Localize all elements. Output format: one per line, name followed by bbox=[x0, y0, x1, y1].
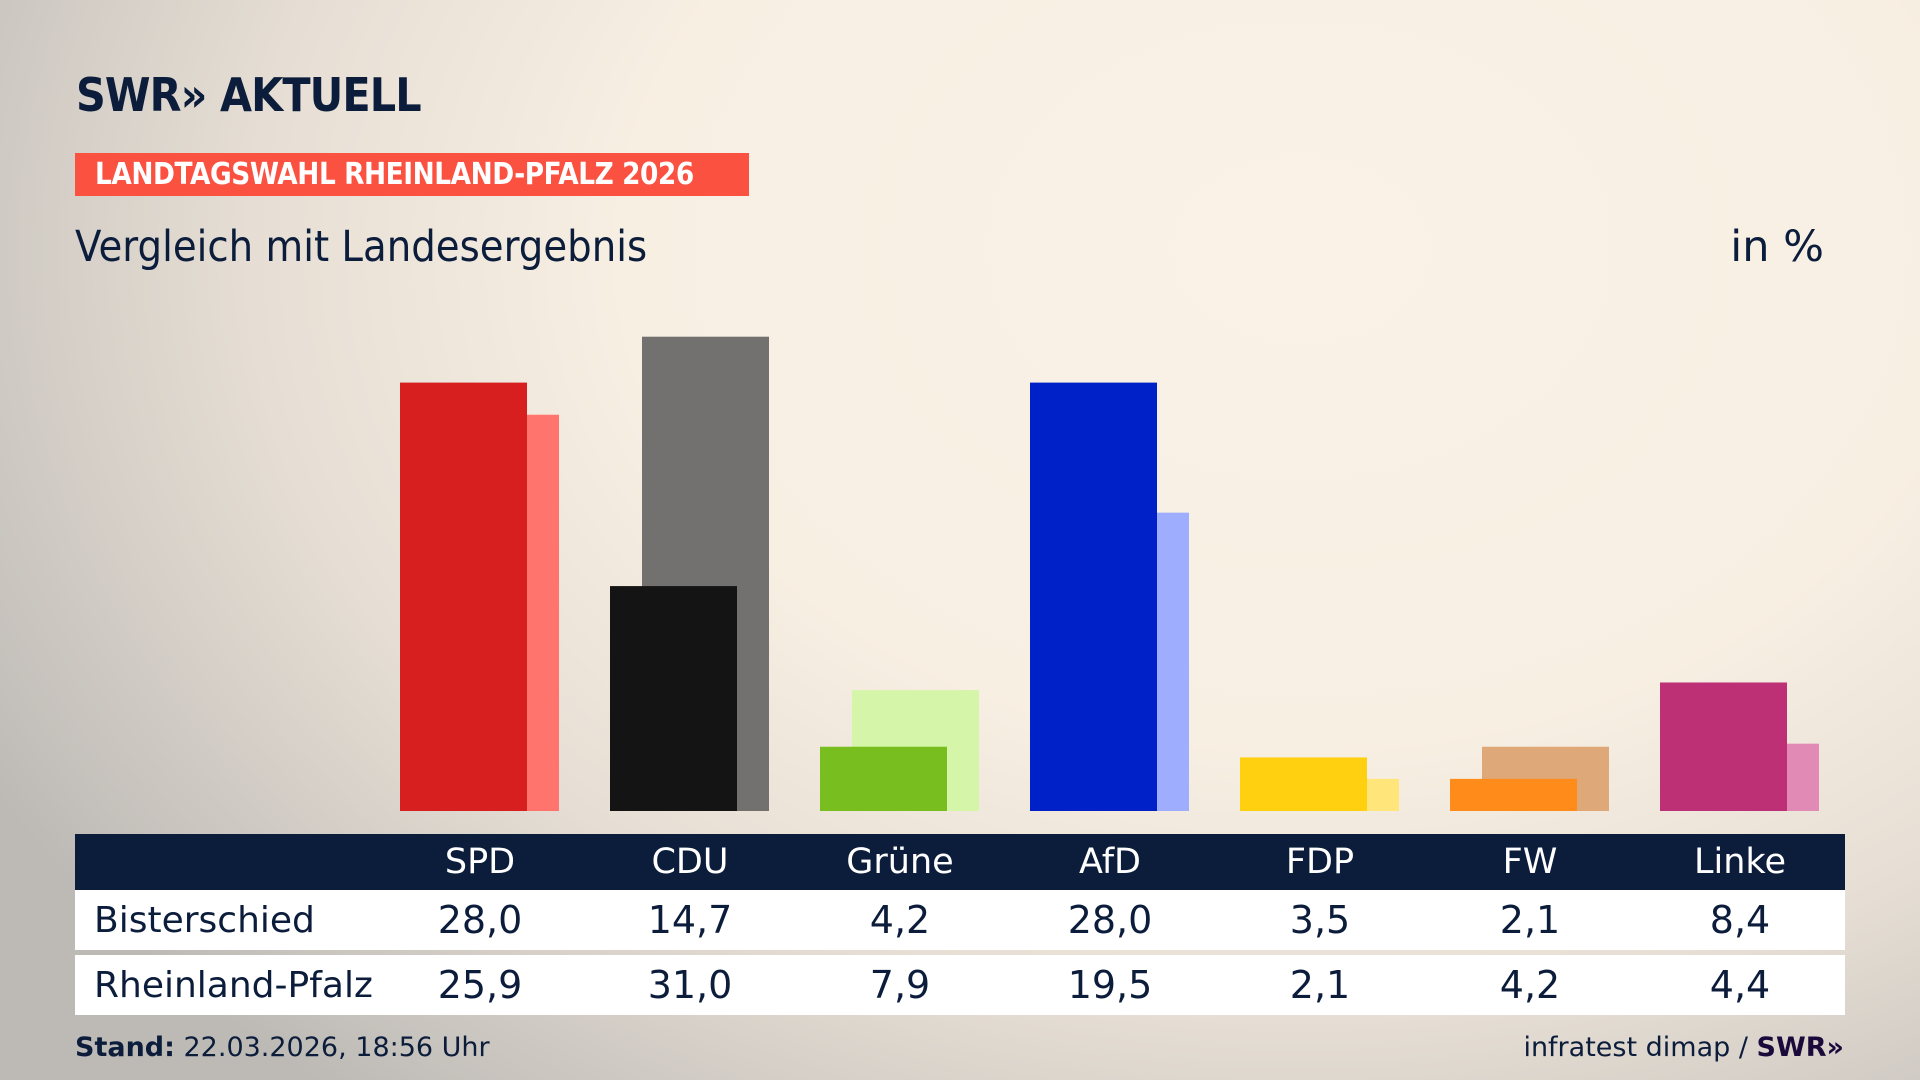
swr-aktuell-logo: SWR» AKTUELL bbox=[76, 68, 422, 122]
timestamp: Stand: 22.03.2026, 18:56 Uhr bbox=[75, 1032, 490, 1063]
column-header: FW bbox=[1502, 842, 1558, 882]
table-cell: 31,0 bbox=[647, 963, 733, 1007]
table-cell: 19,5 bbox=[1067, 963, 1153, 1007]
column-header: Linke bbox=[1694, 842, 1786, 882]
bar-linke-bisterschied bbox=[1660, 682, 1787, 811]
table-row: Rheinland-Pfalz 25,9 31,0 7,9 19,5 2,1 4,2 4,4 bbox=[75, 955, 1845, 1015]
banner-text: LANDTAGSWAHL RHEINLAND-PFALZ 2026 bbox=[95, 157, 694, 192]
table-cell: 14,7 bbox=[647, 898, 733, 942]
table-cell: 2,1 bbox=[1499, 898, 1561, 942]
row-label: Rheinland-Pfalz bbox=[94, 964, 373, 1006]
table-row: Bisterschied 28,0 14,7 4,2 28,0 3,5 2,1 8,4 bbox=[75, 890, 1845, 950]
election-banner: LANDTAGSWAHL RHEINLAND-PFALZ 2026 bbox=[75, 153, 749, 196]
swr-logo: SWR» bbox=[1756, 1032, 1844, 1063]
bar-cdu-bisterschied bbox=[610, 586, 737, 811]
column-header: Grüne bbox=[846, 842, 954, 882]
table-cell: 4,2 bbox=[1499, 963, 1561, 1007]
source-text: infratest dimap / bbox=[1523, 1032, 1757, 1063]
bar-fdp-bisterschied bbox=[1240, 757, 1367, 811]
chart-subtitle: Vergleich mit Landesergebnis bbox=[75, 222, 648, 272]
column-header: CDU bbox=[651, 842, 729, 882]
stand-value: 22.03.2026, 18:56 Uhr bbox=[174, 1032, 490, 1063]
row-label: Bisterschied bbox=[94, 899, 315, 941]
bar-grüne-bisterschied bbox=[820, 746, 947, 811]
table-cell: 4,2 bbox=[869, 898, 931, 942]
table-header: SPD CDU Grüne AfD FDP FW Linke bbox=[75, 834, 1845, 890]
bar-chart bbox=[400, 336, 1819, 811]
table-cell: 28,0 bbox=[437, 898, 523, 942]
bar-afd-bisterschied bbox=[1030, 382, 1157, 811]
table-cell: 2,1 bbox=[1289, 963, 1351, 1007]
bar-fw-bisterschied bbox=[1450, 778, 1577, 811]
table-cell: 3,5 bbox=[1289, 898, 1351, 942]
bar-spd-bisterschied bbox=[400, 382, 527, 811]
table-cell: 4,4 bbox=[1709, 963, 1771, 1007]
column-header: SPD bbox=[444, 842, 516, 882]
table-cell: 28,0 bbox=[1067, 898, 1153, 942]
column-header: AfD bbox=[1079, 842, 1141, 882]
source: infratest dimap / SWR» bbox=[1523, 1032, 1844, 1063]
unit-label: in % bbox=[1730, 222, 1824, 272]
table-cell: 8,4 bbox=[1709, 898, 1771, 942]
stand-label: Stand: bbox=[75, 1032, 175, 1063]
table-cell: 7,9 bbox=[869, 963, 931, 1007]
column-header: FDP bbox=[1285, 842, 1355, 882]
table-cell: 25,9 bbox=[437, 963, 523, 1007]
